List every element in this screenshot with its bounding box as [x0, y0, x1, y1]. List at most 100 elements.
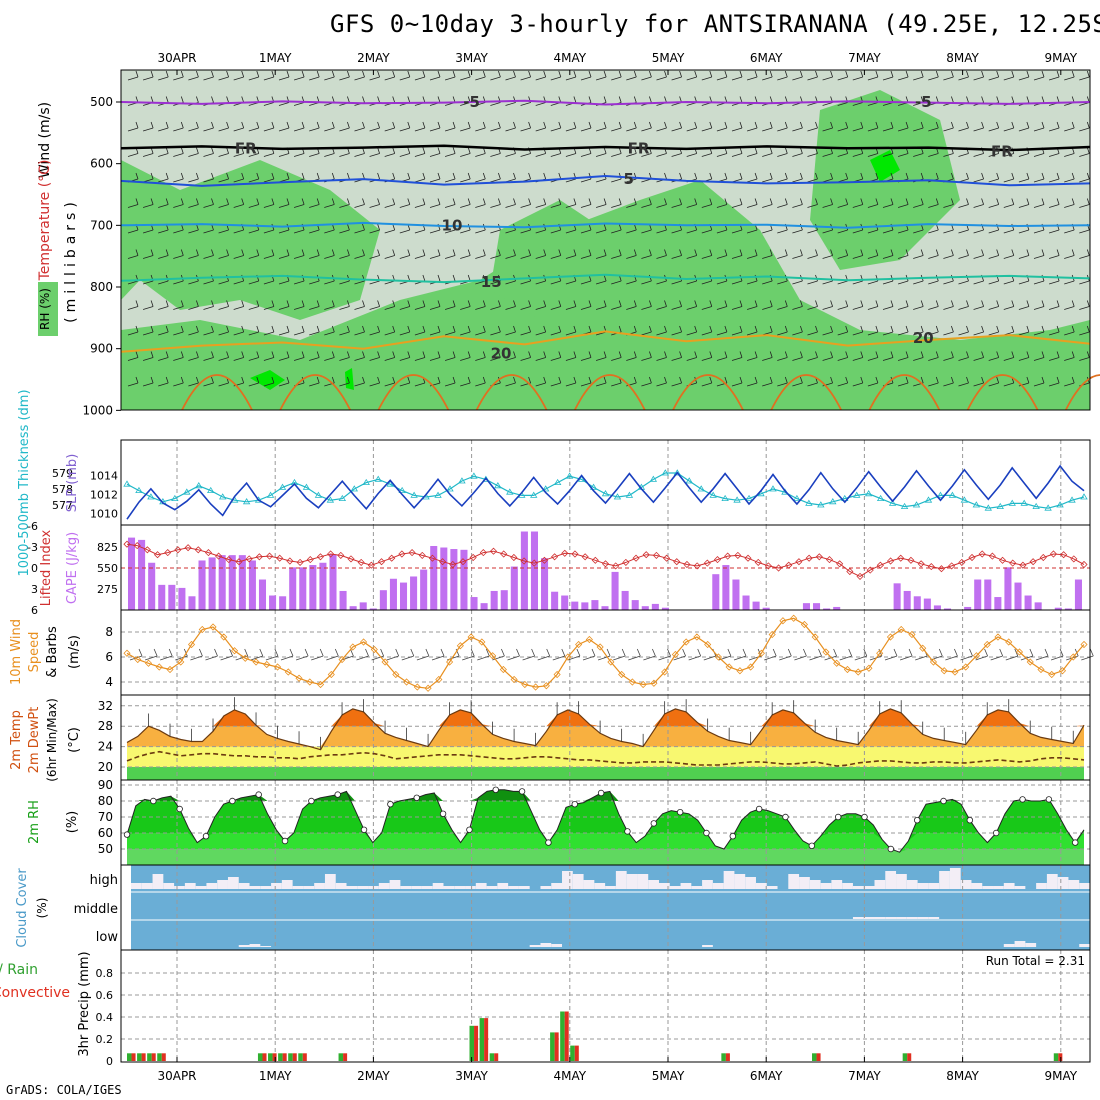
surface-wind-barb [945, 648, 958, 661]
rh-point [966, 817, 974, 824]
wind-barb [414, 351, 426, 361]
wind-speed-point [327, 670, 335, 679]
wind-barb [263, 172, 275, 183]
wind-barb [928, 249, 939, 259]
cape-bar [470, 597, 478, 610]
surface-wind-barb [658, 648, 671, 661]
wind-barb [158, 249, 169, 259]
wind-barb [1048, 325, 1060, 336]
wind-barb [248, 325, 260, 336]
wind-barb [354, 300, 365, 310]
wind-barb [973, 172, 984, 183]
thickness-point [362, 478, 370, 485]
wind-speed-point [220, 633, 228, 641]
wind-barb [882, 249, 894, 259]
rh-point [676, 809, 684, 816]
wind-barb [928, 198, 939, 208]
precip-convective-bar [554, 1032, 559, 1061]
wind-speed-point [972, 652, 981, 660]
wind-barb [611, 351, 622, 361]
wind-barb [475, 249, 486, 259]
thickness-point [948, 491, 957, 498]
lifted-point [204, 549, 213, 557]
thickness-point [721, 494, 729, 501]
wind-barb [490, 300, 501, 310]
ylabel-temp-unit: (°C) [67, 727, 82, 753]
wind-barb [490, 121, 501, 132]
thickness-point [494, 482, 502, 489]
lifted-point [998, 556, 1007, 564]
lifted-point [683, 560, 691, 569]
wind-barb [626, 121, 637, 132]
wind-barb [203, 249, 214, 259]
wind-barb [988, 300, 1000, 310]
wind-barb [384, 325, 396, 336]
wind-barb [309, 300, 320, 310]
wind-barb [973, 249, 984, 259]
wind-speed-point [1037, 665, 1045, 674]
lifted-point [642, 551, 650, 559]
wind-barb [1048, 121, 1060, 132]
wind-barb [188, 70, 199, 81]
wind-barb [897, 198, 909, 208]
wind-barb [505, 121, 516, 132]
rh-tick-label: 90 [98, 778, 113, 792]
wind-speed-point [650, 679, 658, 687]
cape-bar [339, 590, 347, 610]
wind-barb [807, 198, 818, 208]
precip-total-bar [1053, 1053, 1059, 1061]
wind-speed-point [747, 663, 755, 671]
cape-bar [168, 584, 176, 610]
rh-panel [121, 780, 1090, 865]
wind-barb [1079, 121, 1090, 132]
thickness-point [793, 494, 801, 501]
cape-bar [289, 567, 297, 610]
wind-barb [913, 249, 924, 259]
wind-barb [671, 249, 682, 259]
wind-barb [354, 376, 365, 387]
wind-barb [1033, 249, 1045, 259]
wind-barb [626, 351, 637, 361]
surface-wind-barb [824, 648, 837, 661]
wind-barb [611, 70, 622, 81]
wind-barb [309, 249, 320, 259]
wind-barb [867, 249, 879, 259]
x-tick-label-top: 6MAY [750, 51, 783, 65]
cape-bar [238, 555, 246, 610]
wind-barb [837, 70, 849, 81]
cloud-low-bar [529, 945, 541, 947]
surface-wind-barb [371, 648, 384, 661]
cloud-high-bar [357, 886, 369, 889]
ylabel-precip-convective: Convective [0, 985, 70, 1001]
lifted-point [601, 560, 610, 568]
lifted-point [703, 559, 711, 567]
rh-point [808, 842, 816, 849]
wind-speed-point [671, 650, 679, 659]
lifted-point [143, 546, 151, 554]
wind-barb [762, 172, 773, 183]
wind-barb [852, 351, 864, 361]
wind-barb [580, 121, 592, 132]
lifted-point [978, 550, 986, 558]
lifted-point [194, 546, 202, 554]
wind-barb [822, 351, 833, 361]
ylabel-temp-line3: (6hr Min/Max) [45, 698, 59, 782]
cape-bar [541, 558, 549, 610]
wind-barb [535, 300, 547, 310]
rh-point [360, 826, 368, 833]
wind-speed-point [919, 644, 927, 652]
cloud-high-bar [421, 886, 433, 889]
wind-barb [1003, 249, 1015, 259]
rh-tick-label: 60 [98, 826, 113, 840]
wind-barb [913, 198, 924, 208]
wind-barb [444, 300, 456, 310]
thickness-point [613, 493, 622, 500]
thickness-point [266, 491, 275, 498]
x-tick-label-bottom: 7MAY [848, 1069, 881, 1083]
wind-speed-point [800, 620, 808, 629]
wind-barb [1033, 198, 1045, 208]
lifted-point [988, 552, 996, 560]
wind-barb [339, 351, 350, 361]
wind-barb [203, 121, 214, 132]
isotherm-FR [120, 144, 1091, 152]
